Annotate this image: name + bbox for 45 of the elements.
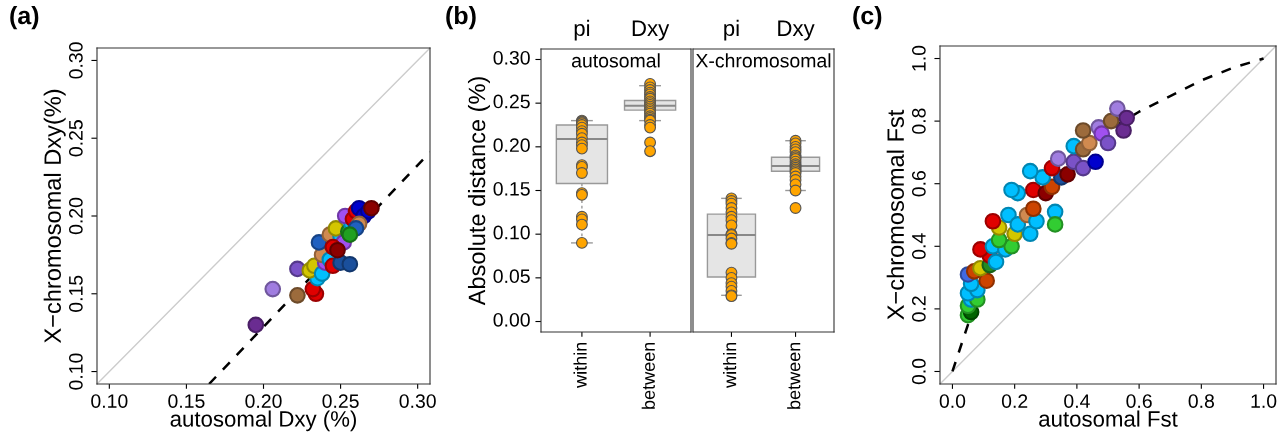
x-tick-label: 0.20 [245, 394, 282, 408]
y-tick-label: 0.6 [911, 171, 926, 197]
chart-subtitle: autosomal [571, 53, 660, 68]
chart-subtitle: X-chromosomal [695, 53, 831, 68]
chart-title: (b) [446, 6, 476, 30]
x-tick-label: 0.15 [168, 394, 205, 408]
y-tick-label: 0.10 [493, 225, 530, 240]
y-tick-label: 1.0 [911, 45, 926, 71]
y-tick-label: 0.20 [68, 197, 83, 235]
y-tick-label: 0.30 [68, 42, 83, 79]
y-tick-label: 0.15 [493, 181, 530, 196]
x-tick-label: 0.4 [1064, 394, 1090, 408]
x-axis-title: autosomal Dxy (%) [170, 410, 356, 432]
y-axis-title: X−chromosomal Dxy(%) [43, 89, 66, 344]
x-tick-label: 0.8 [1188, 394, 1214, 408]
text: pi [724, 19, 739, 41]
x-tick-label: 0.6 [1126, 394, 1152, 408]
y-tick-label: 0.25 [493, 94, 530, 109]
text: pi [574, 19, 590, 41]
y-tick-label: 0.05 [493, 269, 530, 284]
x-tick-label: within [573, 342, 587, 388]
chart-title: (a) [10, 6, 39, 30]
y-tick-label: 0.20 [493, 138, 530, 153]
y-tick-label: 0.30 [493, 50, 530, 65]
text: Dxy [632, 20, 670, 41]
x-tick-label: 1.0 [1251, 394, 1277, 408]
y-axis-title: Absolute distance (%) [467, 77, 490, 306]
x-tick-label: 0.2 [1001, 394, 1028, 408]
x-tick-label: within [723, 342, 737, 388]
y-tick-label: 0.00 [493, 312, 530, 327]
x-tick-label: between [787, 342, 801, 409]
x-tick-label: between [641, 342, 655, 409]
x-tick-label: 0.10 [91, 394, 128, 408]
chart-title: (c) [853, 6, 882, 30]
y-tick-label: 0.2 [911, 296, 926, 322]
y-tick-label: 0.8 [911, 108, 926, 134]
x-axis-title: autosomal Fst [1039, 410, 1178, 427]
x-tick-label: 0.30 [399, 394, 436, 408]
y-tick-label: 0.25 [68, 120, 83, 157]
y-tick-label: 0.15 [68, 275, 83, 312]
y-axis-title: X−chromosomal Fst [886, 109, 905, 320]
x-tick-label: 0.0 [939, 394, 966, 408]
text: Dxy [778, 20, 815, 41]
x-tick-label: 0.25 [322, 394, 359, 408]
y-tick-label: 0.4 [911, 233, 926, 260]
